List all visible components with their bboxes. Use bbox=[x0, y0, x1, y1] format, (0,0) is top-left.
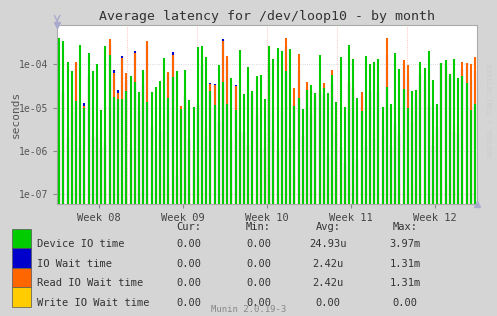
Text: 3.97m: 3.97m bbox=[390, 239, 420, 249]
Text: 0.00: 0.00 bbox=[176, 259, 201, 269]
Title: Average latency for /dev/loop10 - by month: Average latency for /dev/loop10 - by mon… bbox=[99, 10, 435, 23]
FancyBboxPatch shape bbox=[12, 228, 31, 248]
Text: 24.93u: 24.93u bbox=[309, 239, 347, 249]
Text: 0.00: 0.00 bbox=[246, 278, 271, 288]
Text: Avg:: Avg: bbox=[316, 222, 340, 232]
Text: 1.31m: 1.31m bbox=[390, 259, 420, 269]
FancyBboxPatch shape bbox=[12, 248, 31, 268]
Text: Read IO Wait time: Read IO Wait time bbox=[37, 278, 144, 288]
Text: RRDTOOL / TOBI OETIKER: RRDTOOL / TOBI OETIKER bbox=[488, 64, 494, 157]
Text: 0.00: 0.00 bbox=[176, 239, 201, 249]
Text: 0.00: 0.00 bbox=[246, 239, 271, 249]
Text: 2.42u: 2.42u bbox=[313, 278, 343, 288]
FancyBboxPatch shape bbox=[12, 268, 31, 288]
Text: Min:: Min: bbox=[246, 222, 271, 232]
Text: Cur:: Cur: bbox=[176, 222, 201, 232]
FancyBboxPatch shape bbox=[12, 288, 31, 307]
Y-axis label: seconds: seconds bbox=[11, 91, 21, 138]
Text: 0.00: 0.00 bbox=[246, 259, 271, 269]
Text: 0.00: 0.00 bbox=[316, 298, 340, 308]
Text: 1.31m: 1.31m bbox=[390, 278, 420, 288]
Text: Write IO Wait time: Write IO Wait time bbox=[37, 298, 150, 308]
Text: 2.42u: 2.42u bbox=[313, 259, 343, 269]
Text: 0.00: 0.00 bbox=[176, 278, 201, 288]
Text: Munin 2.0.19-3: Munin 2.0.19-3 bbox=[211, 305, 286, 314]
Text: Max:: Max: bbox=[393, 222, 417, 232]
Text: 0.00: 0.00 bbox=[176, 298, 201, 308]
Text: Device IO time: Device IO time bbox=[37, 239, 125, 249]
Text: IO Wait time: IO Wait time bbox=[37, 259, 112, 269]
Text: 0.00: 0.00 bbox=[393, 298, 417, 308]
Text: 0.00: 0.00 bbox=[246, 298, 271, 308]
